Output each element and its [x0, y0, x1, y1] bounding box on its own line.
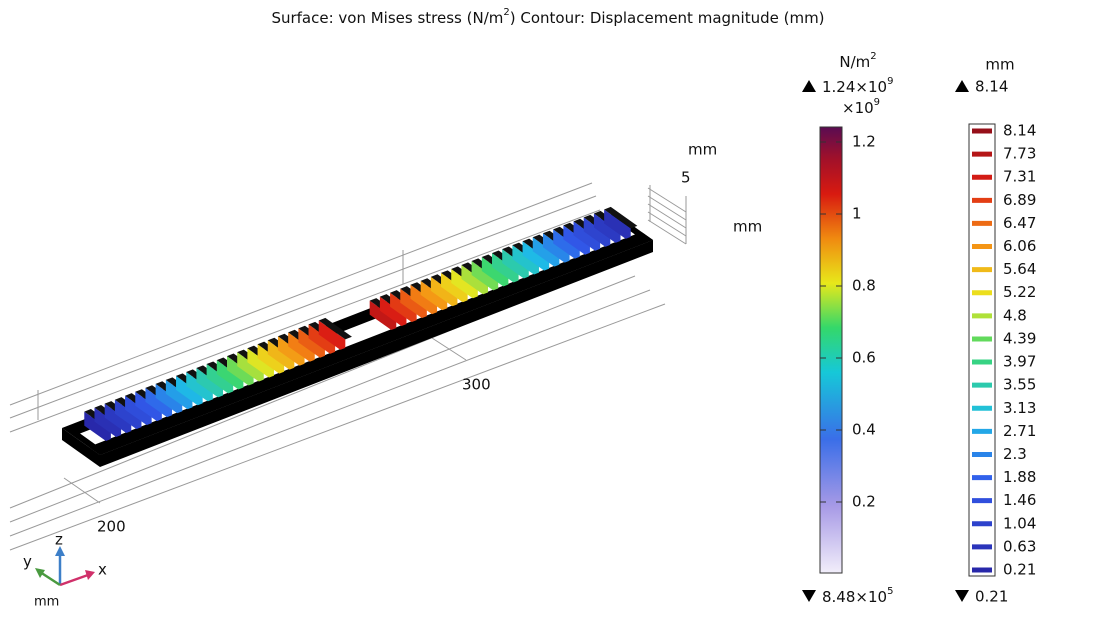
contour-level-label: 3.55 [1003, 376, 1036, 394]
colorbar-tick-label: 0.4 [852, 421, 876, 439]
legend-min: 0.21 [975, 588, 1008, 606]
contour-level-label: 2.3 [1003, 445, 1027, 463]
axis-unit: mm [688, 141, 717, 159]
contour-level-label: 7.73 [1003, 145, 1036, 163]
unit-sup: 2 [870, 51, 876, 62]
min-sup: 5 [887, 586, 893, 597]
axis-tick-label: 300 [462, 376, 491, 394]
legend-unit: mm [985, 56, 1014, 74]
contour-level-label: 3.97 [1003, 353, 1036, 371]
contour-level-label: 6.06 [1003, 237, 1036, 255]
legend-min: 8.48×105 [822, 586, 893, 606]
contour-level-label: 3.13 [1003, 399, 1036, 417]
contour-level-label: 8.14 [1003, 122, 1036, 140]
contour-level-label: 6.89 [1003, 191, 1036, 209]
frame-side [100, 240, 653, 467]
contour-level-label: 0.63 [1003, 537, 1036, 555]
title-part: Surface: von Mises stress (N/m [271, 9, 503, 27]
multiplier-text: ×10 [842, 99, 874, 117]
triad-label: z [55, 531, 63, 549]
colorbar-tick-label: 0.2 [852, 493, 876, 511]
axis-tick-label: 5 [681, 169, 691, 187]
contour-level-label: 5.22 [1003, 283, 1036, 301]
contour-level-label: 4.8 [1003, 306, 1027, 324]
min-text: 8.48×10 [822, 588, 887, 606]
axis-unit: mm [733, 218, 762, 236]
contour-level-label: 7.31 [1003, 168, 1036, 186]
title-part: ) Contour: Displacement magnitude (mm) [510, 9, 825, 27]
contour-level-label: 2.71 [1003, 422, 1036, 440]
max-text: 1.24×10 [822, 78, 887, 96]
legend-max: 1.24×109 [822, 76, 893, 96]
frame-front-rail [89, 232, 653, 455]
multiplier-sup: 9 [874, 97, 880, 108]
legend-unit: N/m2 [839, 51, 876, 71]
legend-box [969, 124, 995, 576]
page: { "title": {"surface": "Surface: von Mis… [0, 0, 1097, 632]
contour-level-label: 1.04 [1003, 514, 1036, 532]
plot-title: Surface: von Mises stress (N/m2) Contour… [271, 7, 824, 27]
legend-max: 8.14 [975, 78, 1008, 96]
triad-label: x [98, 561, 107, 579]
contour-level-label: 0.21 [1003, 561, 1036, 579]
colorbar [820, 127, 842, 573]
colorbar-tick-label: 1.2 [852, 133, 876, 151]
axis-tick-label: 200 [97, 518, 126, 536]
beam-model [62, 207, 653, 467]
triad-label: y [23, 553, 32, 571]
contour-level-label: 5.64 [1003, 260, 1036, 278]
unit-text: N/m [839, 53, 870, 71]
colorbar-tick-label: 1 [852, 205, 862, 223]
contour-level-label: 6.47 [1003, 214, 1036, 232]
stress-legend: N/m2 1.24×109 ×109 8.48×105 1.210.80.60.… [802, 51, 893, 606]
contour-level-label: 1.88 [1003, 468, 1036, 486]
max-sup: 9 [887, 76, 893, 87]
axis-triad: z y x mm [23, 531, 107, 610]
plot-window: Surface: von Mises stress (N/m 2 ) Contour… [0, 0, 1097, 632]
triad-unit: mm [34, 595, 59, 610]
displacement-legend: mm 8.14 0.21 8.14 7.73 7.31 6.89 6.47 6.06 5.6… [955, 56, 1036, 606]
legend-multiplier: ×109 [842, 97, 880, 117]
contour-level-label: 1.46 [1003, 491, 1036, 509]
contour-level-label: 4.39 [1003, 329, 1036, 347]
colorbar-tick-label: 0.8 [852, 277, 876, 295]
colorbar-tick-label: 0.6 [852, 349, 876, 367]
